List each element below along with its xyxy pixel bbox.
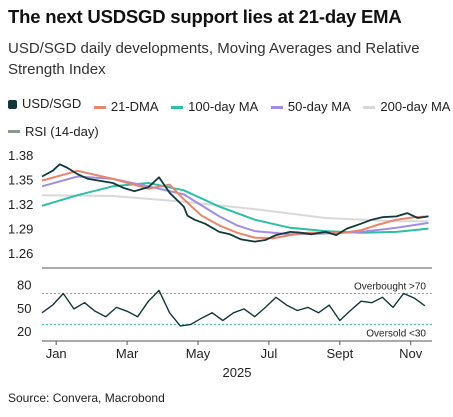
rsi-ytick-label-2: 20 bbox=[17, 324, 31, 339]
legend-item-rsi: RSI (14-day) bbox=[8, 121, 99, 143]
x-tick-label-1: Mar bbox=[116, 346, 139, 361]
series-line-ma200 bbox=[41, 194, 429, 223]
legend-swatch-rsi bbox=[8, 130, 20, 133]
legend-swatch-100ma bbox=[171, 105, 184, 109]
legend-label-100ma: 100-day MA bbox=[188, 99, 259, 114]
oversold-label: Oversold <30 bbox=[366, 328, 426, 339]
legend-label-21dma: 21-DMA bbox=[110, 99, 159, 114]
source-note: Source: Convera, Macrobond bbox=[8, 391, 165, 405]
chart-title: The next USDSGD support lies at 21-day E… bbox=[8, 6, 402, 27]
chart-subtitle: USD/SGD daily developments, Moving Avera… bbox=[8, 40, 420, 78]
price-ytick-label-4: 1.26 bbox=[8, 246, 33, 261]
x-tick-label-4: Sept bbox=[326, 346, 353, 361]
legend-item-200ma: 200-day MA bbox=[363, 96, 450, 118]
legend: USD/SGD 21-DMA 100-day MA 50-day MA 200-… bbox=[8, 93, 453, 143]
legend-item-50ma: 50-day MA bbox=[270, 96, 351, 118]
legend-swatch-50ma bbox=[270, 105, 283, 109]
price-ytick-label-3: 1.29 bbox=[8, 221, 33, 236]
price-ytick-label-1: 1.35 bbox=[8, 173, 33, 188]
legend-item-usdsgd: USD/SGD bbox=[8, 93, 81, 115]
legend-item-21dma: 21-DMA bbox=[93, 96, 159, 118]
legend-item-100ma: 100-day MA bbox=[171, 96, 258, 118]
legend-label-rsi: RSI (14-day) bbox=[25, 123, 99, 139]
rsi-ytick-label-0: 80 bbox=[17, 278, 31, 293]
legend-swatch-200ma bbox=[363, 105, 376, 109]
legend-label-50ma: 50-day MA bbox=[287, 99, 351, 114]
price-ytick-label-0: 1.38 bbox=[8, 148, 33, 163]
legend-label-200ma: 200-day MA bbox=[380, 99, 451, 114]
legend-swatch-21dma bbox=[93, 105, 106, 109]
series-line-usdsgd bbox=[41, 163, 429, 243]
series-line-ma50 bbox=[41, 175, 429, 236]
overbought-label: Overbought >70 bbox=[354, 281, 426, 292]
price-ytick-label-2: 1.32 bbox=[8, 197, 33, 212]
x-tick-label-2: May bbox=[186, 346, 211, 361]
series-line-rsi bbox=[41, 289, 426, 327]
x-tick-label-0: Jan bbox=[46, 346, 67, 361]
series-line-dma21 bbox=[41, 169, 429, 240]
x-year-label: 2025 bbox=[223, 365, 252, 380]
rsi-ytick-label-1: 50 bbox=[17, 301, 31, 316]
x-tick-label-3: Jul bbox=[261, 346, 278, 361]
x-tick-label-5: Nov bbox=[399, 346, 423, 361]
series-line-ma100 bbox=[41, 182, 429, 234]
legend-swatch-usdsgd bbox=[8, 99, 17, 109]
legend-label-usdsgd: USD/SGD bbox=[22, 96, 82, 111]
